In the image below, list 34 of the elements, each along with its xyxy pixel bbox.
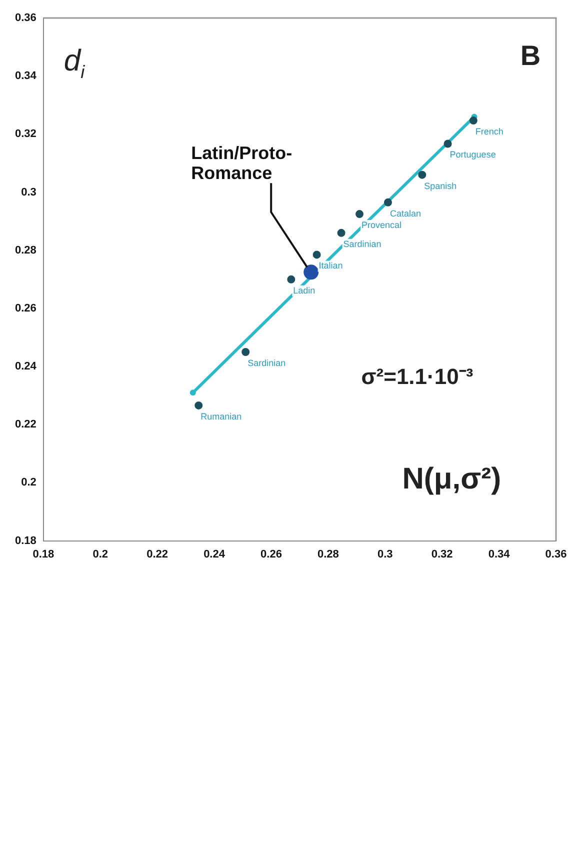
- annotation: Latin/Proto-Romance: [191, 143, 292, 184]
- x-tick-label: 0.3: [377, 548, 393, 560]
- annotation: Sardinian: [343, 238, 382, 249]
- annotation: Sardinian: [248, 358, 286, 368]
- y-tick-label: 0.36: [14, 12, 36, 24]
- x-tick-label: 0.18: [32, 548, 54, 560]
- x-tick-label: 0.36: [545, 548, 567, 560]
- annotation: French: [475, 126, 504, 137]
- annotation: Provencal: [362, 220, 402, 230]
- annotation: Rumanian: [200, 411, 242, 422]
- y-tick-label: 0.2: [21, 476, 36, 489]
- annotation: B: [520, 40, 541, 72]
- x-tick-label: 0.28: [317, 548, 339, 560]
- x-tick-label: 0.2: [92, 548, 108, 560]
- x-tick-label: 0.34: [488, 548, 511, 560]
- annotation: Ladin: [293, 285, 316, 296]
- annotation: σ²=1.1·10⁻³: [361, 364, 474, 389]
- annotation: Spanish: [424, 180, 457, 191]
- x-tick-label: 0.32: [431, 548, 453, 560]
- y-tick-label: 0.26: [14, 302, 36, 314]
- annotation: Catalan: [390, 208, 422, 218]
- y-tick-label: 0.24: [14, 360, 38, 373]
- annotation: Portuguese: [450, 150, 496, 160]
- x-tick-label: 0.24: [204, 548, 226, 560]
- y-tick-label: 0.18: [14, 534, 36, 547]
- annotation: Italian: [318, 260, 343, 271]
- y-tick-label: 0.34: [14, 70, 38, 82]
- x-tick-label: 0.26: [260, 548, 282, 560]
- x-tick-label: 0.22: [146, 548, 168, 560]
- y-tick-label: 0.3: [21, 186, 36, 198]
- y-tick-label: 0.28: [14, 244, 36, 256]
- annotation: N(μ,σ²): [402, 462, 502, 496]
- y-tick-label: 0.32: [14, 128, 36, 140]
- y-tick-label: 0.22: [14, 418, 36, 431]
